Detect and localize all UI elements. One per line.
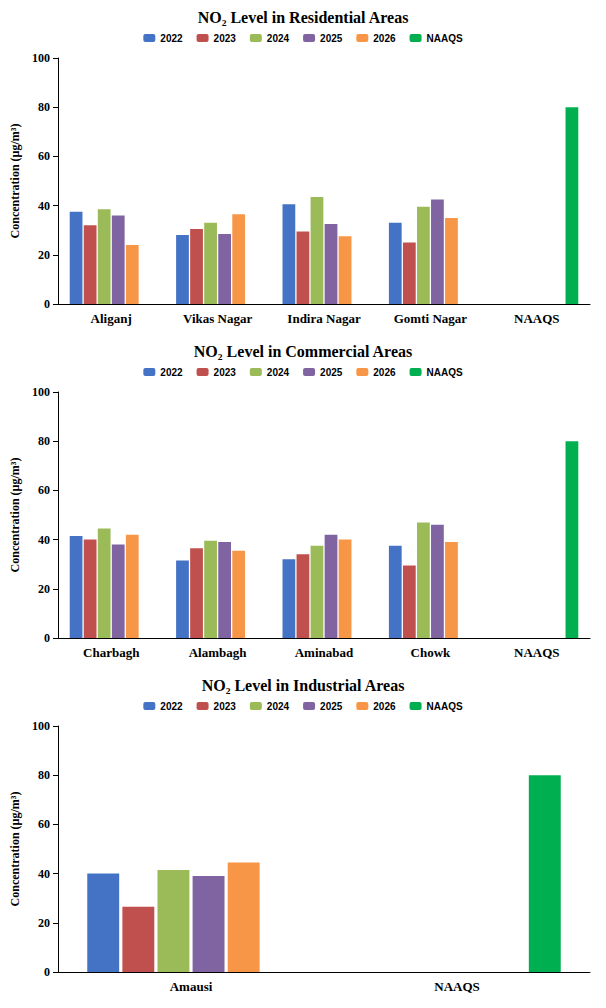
svg-text:60: 60 xyxy=(38,483,50,497)
svg-text:2024: 2024 xyxy=(267,367,290,378)
svg-text:100: 100 xyxy=(32,719,50,733)
svg-text:Concentration (µg/m³): Concentration (µg/m³) xyxy=(8,124,22,239)
svg-text:100: 100 xyxy=(32,51,50,65)
svg-text:2026: 2026 xyxy=(373,33,396,44)
svg-text:2026: 2026 xyxy=(373,701,396,712)
svg-text:40: 40 xyxy=(38,199,50,213)
svg-text:0: 0 xyxy=(44,631,50,645)
svg-text:Charbagh: Charbagh xyxy=(83,645,140,660)
svg-text:2025: 2025 xyxy=(320,33,343,44)
svg-text:Concentration (µg/m³): Concentration (µg/m³) xyxy=(8,458,22,573)
svg-text:0: 0 xyxy=(44,297,50,311)
svg-text:NAAQS: NAAQS xyxy=(434,979,480,994)
svg-text:Aminabad: Aminabad xyxy=(295,645,354,660)
svg-text:NAAQS: NAAQS xyxy=(514,311,560,326)
svg-text:2022: 2022 xyxy=(160,33,183,44)
svg-text:20: 20 xyxy=(38,916,50,930)
svg-text:Indira Nagar: Indira Nagar xyxy=(287,311,361,326)
svg-text:NO₂ Level in Commercial Areas: NO₂ Level in Commercial Areas xyxy=(194,343,412,360)
svg-text:Aliganj: Aliganj xyxy=(91,311,132,326)
svg-text:0: 0 xyxy=(44,965,50,979)
svg-text:20: 20 xyxy=(38,248,50,262)
svg-text:Alambagh: Alambagh xyxy=(189,645,248,660)
svg-text:80: 80 xyxy=(38,434,50,448)
svg-text:NAAQS: NAAQS xyxy=(514,645,560,660)
svg-text:NO₂ Level in Residential Areas: NO₂ Level in Residential Areas xyxy=(198,9,409,26)
svg-text:2024: 2024 xyxy=(267,701,290,712)
svg-text:NAAQS: NAAQS xyxy=(427,367,463,378)
svg-text:NAAQS: NAAQS xyxy=(427,33,463,44)
svg-text:2025: 2025 xyxy=(320,701,343,712)
svg-text:2025: 2025 xyxy=(320,367,343,378)
svg-text:40: 40 xyxy=(38,867,50,881)
svg-text:2023: 2023 xyxy=(214,701,237,712)
svg-text:20: 20 xyxy=(38,582,50,596)
svg-text:2022: 2022 xyxy=(160,367,183,378)
svg-text:NAAQS: NAAQS xyxy=(427,701,463,712)
svg-text:2023: 2023 xyxy=(214,33,237,44)
svg-text:2024: 2024 xyxy=(267,33,290,44)
svg-text:100: 100 xyxy=(32,385,50,399)
svg-text:40: 40 xyxy=(38,533,50,547)
svg-text:Amausi: Amausi xyxy=(170,979,213,994)
svg-text:2022: 2022 xyxy=(160,701,183,712)
svg-text:Chowk: Chowk xyxy=(411,645,452,660)
svg-text:Concentration (µg/m³): Concentration (µg/m³) xyxy=(8,792,22,907)
svg-text:60: 60 xyxy=(38,149,50,163)
svg-text:Vikas Nagar: Vikas Nagar xyxy=(183,311,252,326)
svg-text:NO₂ Level in Industrial Areas: NO₂ Level in Industrial Areas xyxy=(202,677,405,694)
svg-text:2026: 2026 xyxy=(373,367,396,378)
svg-text:80: 80 xyxy=(38,768,50,782)
svg-text:60: 60 xyxy=(38,817,50,831)
svg-text:2023: 2023 xyxy=(214,367,237,378)
svg-text:Gomti Nagar: Gomti Nagar xyxy=(394,311,468,326)
svg-text:80: 80 xyxy=(38,100,50,114)
